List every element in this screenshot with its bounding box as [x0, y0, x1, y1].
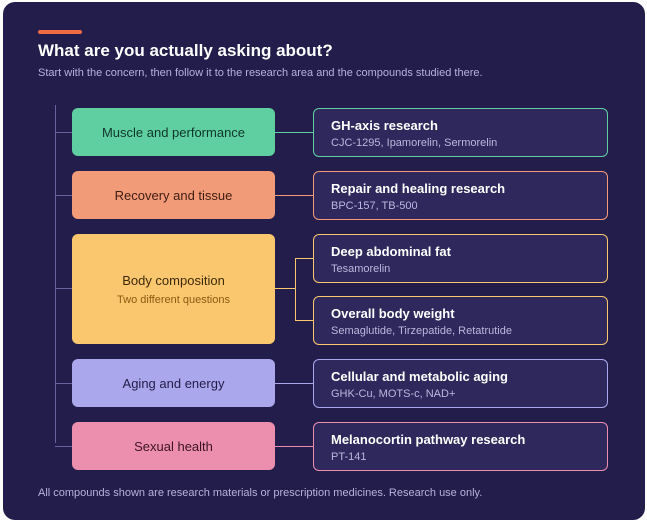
- category-body-composition: Body composition Two different questions: [72, 234, 275, 344]
- research-title: Cellular and metabolic aging: [331, 369, 508, 384]
- research-melanocortin: Melanocortin pathway research PT-141: [313, 422, 608, 471]
- research-compounds: PT-141: [331, 451, 367, 463]
- research-abdominal-fat: Deep abdominal fat Tesamorelin: [313, 234, 608, 283]
- connector-sexual-health: [275, 446, 313, 447]
- connector-aging: [275, 383, 313, 384]
- trunk-tick: [55, 195, 72, 196]
- trunk-line: [55, 105, 56, 443]
- category-label: Muscle and performance: [101, 124, 246, 140]
- research-title: GH-axis research: [331, 118, 438, 133]
- category-label: Aging and energy: [122, 375, 225, 391]
- research-compounds: Tesamorelin: [331, 263, 391, 275]
- research-compounds: BPC-157, TB-500: [331, 200, 418, 212]
- research-repair: Repair and healing research BPC-157, TB-…: [313, 171, 608, 220]
- category-label: Body composition: [122, 272, 225, 288]
- category-sexual-health: Sexual health: [72, 422, 275, 470]
- page-subtitle: Start with the concern, then follow it t…: [38, 67, 483, 79]
- category-recovery: Recovery and tissue: [72, 171, 275, 219]
- research-title: Overall body weight: [331, 306, 455, 321]
- category-label: Sexual health: [134, 438, 213, 454]
- research-title: Repair and healing research: [331, 181, 506, 196]
- connector-fork-bottom: [295, 320, 313, 321]
- trunk-tick: [55, 132, 72, 133]
- footer-note: All compounds shown are research materia…: [38, 487, 483, 499]
- research-gh-axis: GH-axis research CJC-1295, Ipamorelin, S…: [313, 108, 608, 157]
- research-compounds: GHK-Cu, MOTS-c, NAD+: [331, 388, 456, 400]
- research-compounds: Semaglutide, Tirzepatide, Retatrutide: [331, 325, 512, 337]
- research-title: Melanocortin pathway research: [331, 432, 526, 447]
- research-title: Deep abdominal fat: [331, 244, 451, 259]
- trunk-tick: [55, 288, 72, 289]
- research-body-weight: Overall body weight Semaglutide, Tirzepa…: [313, 296, 608, 345]
- page-title: What are you actually asking about?: [38, 41, 333, 60]
- category-aging: Aging and energy: [72, 359, 275, 407]
- connector-fork-top: [295, 258, 313, 259]
- connector-body-composition: [275, 288, 295, 289]
- connector-muscle: [275, 132, 313, 133]
- research-aging: Cellular and metabolic aging GHK-Cu, MOT…: [313, 359, 608, 408]
- accent-bar: [38, 30, 82, 34]
- connector-recovery: [275, 195, 313, 196]
- connector-fork: [295, 258, 296, 320]
- trunk-tick: [55, 446, 72, 447]
- category-muscle: Muscle and performance: [72, 108, 275, 156]
- research-compounds: CJC-1295, Ipamorelin, Sermorelin: [331, 137, 498, 149]
- category-label: Recovery and tissue: [114, 187, 233, 203]
- category-sublabel: Two different questions: [117, 293, 230, 306]
- trunk-tick: [55, 383, 72, 384]
